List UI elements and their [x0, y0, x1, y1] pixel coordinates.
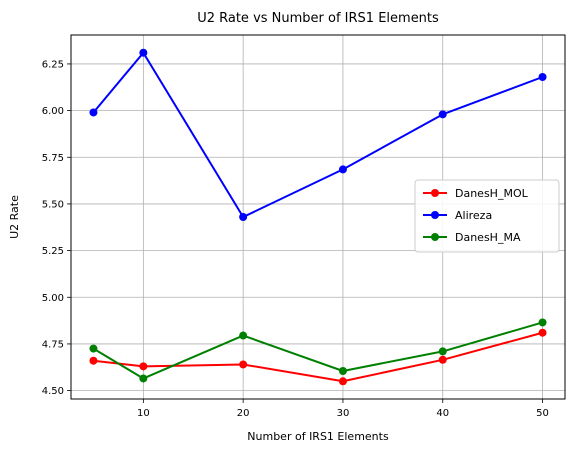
legend-item: DanesH_MOL	[423, 187, 529, 200]
data-point	[538, 73, 547, 81]
data-point	[139, 374, 148, 383]
x-tick-label: 30	[337, 408, 350, 419]
data-point	[338, 367, 347, 375]
x-axis-label: Number of IRS1 Elements	[247, 430, 389, 443]
data-point	[438, 110, 447, 119]
data-point	[538, 318, 547, 327]
x-tick-label: 10	[137, 408, 150, 419]
y-tick-label: 5.75	[42, 153, 64, 164]
series-danesh-mol	[89, 328, 547, 386]
series-alireza	[89, 48, 547, 221]
legend-label: DanesH_MOL	[455, 187, 529, 200]
y-axis-label: U2 Rate	[8, 195, 21, 239]
data-point	[538, 328, 547, 337]
data-point	[438, 347, 447, 356]
data-point	[89, 108, 98, 117]
plot-frame	[70, 34, 566, 400]
data-point	[239, 331, 248, 340]
legend-marker	[431, 233, 439, 241]
y-tick-label: 4.50	[42, 386, 64, 397]
legend-label: DanesH_MA	[455, 231, 521, 244]
y-tick-label: 5.00	[42, 293, 64, 304]
legend: DanesH_MOL Alireza DanesH_MA	[414, 179, 560, 253]
chart-title: U2 Rate vs Number of IRS1 Elements	[197, 11, 439, 26]
legend-marker	[431, 189, 439, 197]
data-point	[139, 362, 148, 371]
legend-label: Alireza	[455, 209, 492, 222]
legend-box	[414, 179, 560, 253]
y-tick-label: 6.25	[42, 59, 64, 70]
data-point	[239, 360, 248, 369]
axis-ticks: 10 20 30 40 50 4.50 4.75 5.00 5.25 5.50 5.75 6.00 6.…	[42, 59, 549, 419]
x-tick-label: 20	[237, 408, 250, 419]
data-point	[89, 344, 98, 353]
data-point	[139, 48, 148, 57]
x-tick-label: 50	[536, 408, 549, 419]
data-point	[89, 356, 98, 365]
data-point	[438, 355, 447, 364]
legend-item: Alireza	[423, 209, 492, 222]
series-line	[93, 331, 543, 383]
series-line	[92, 321, 543, 380]
data-point	[338, 377, 347, 386]
y-tick-label: 5.25	[42, 246, 64, 257]
series-line	[92, 51, 543, 218]
data-point	[338, 165, 347, 174]
y-tick-label: 4.75	[42, 339, 64, 350]
legend-item: DanesH_MA	[423, 231, 521, 244]
series-danesh-ma	[89, 318, 547, 383]
y-tick-label: 6.00	[42, 106, 64, 117]
y-tick-label: 5.50	[42, 199, 64, 210]
series-layer	[89, 48, 547, 386]
data-point	[239, 213, 248, 221]
legend-marker	[431, 211, 439, 219]
x-tick-label: 40	[436, 408, 449, 419]
